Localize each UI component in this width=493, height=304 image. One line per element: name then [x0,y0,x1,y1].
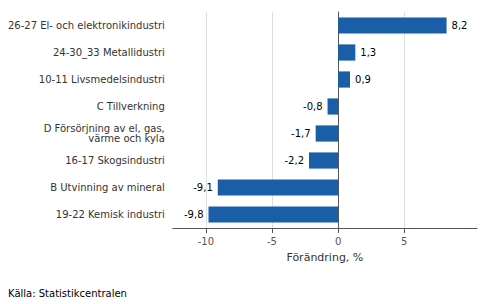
svg-text:B Utvinning av mineral: B Utvinning av mineral [50,182,165,193]
svg-text:10-11 Livsmedelsindustri: 10-11 Livsmedelsindustri [39,74,165,85]
svg-text:Källa: Statistikcentralen: Källa: Statistikcentralen [8,288,127,299]
svg-text:Förändring, %: Förändring, % [286,251,363,264]
svg-text:0,9: 0,9 [355,74,371,85]
svg-text:1,3: 1,3 [360,47,376,58]
svg-text:-5: -5 [267,236,277,247]
svg-text:-2,2: -2,2 [285,155,305,166]
svg-text:0: 0 [335,236,341,247]
svg-text:-9,1: -9,1 [193,182,213,193]
svg-text:19-22 Kemisk industri: 19-22 Kemisk industri [56,209,165,220]
svg-text:-0,8: -0,8 [303,101,323,112]
svg-text:-10: -10 [198,236,214,247]
svg-text:D Försörjning av el, gas,: D Försörjning av el, gas, [43,123,165,134]
svg-text:8,2: 8,2 [452,20,468,31]
svg-text:värme och kyla: värme och kyla [88,133,164,144]
svg-text:C Tillverkning: C Tillverkning [97,101,165,112]
svg-text:5: 5 [401,236,407,247]
svg-text:24-30_33 Metallidustri: 24-30_33 Metallidustri [53,47,165,59]
svg-text:-1,7: -1,7 [291,128,311,139]
svg-text:16-17 Skogsindustri: 16-17 Skogsindustri [65,155,165,166]
svg-text:-9,8: -9,8 [184,209,204,220]
svg-text:26-27 El- och elektronikindust: 26-27 El- och elektronikindustri [8,20,165,31]
